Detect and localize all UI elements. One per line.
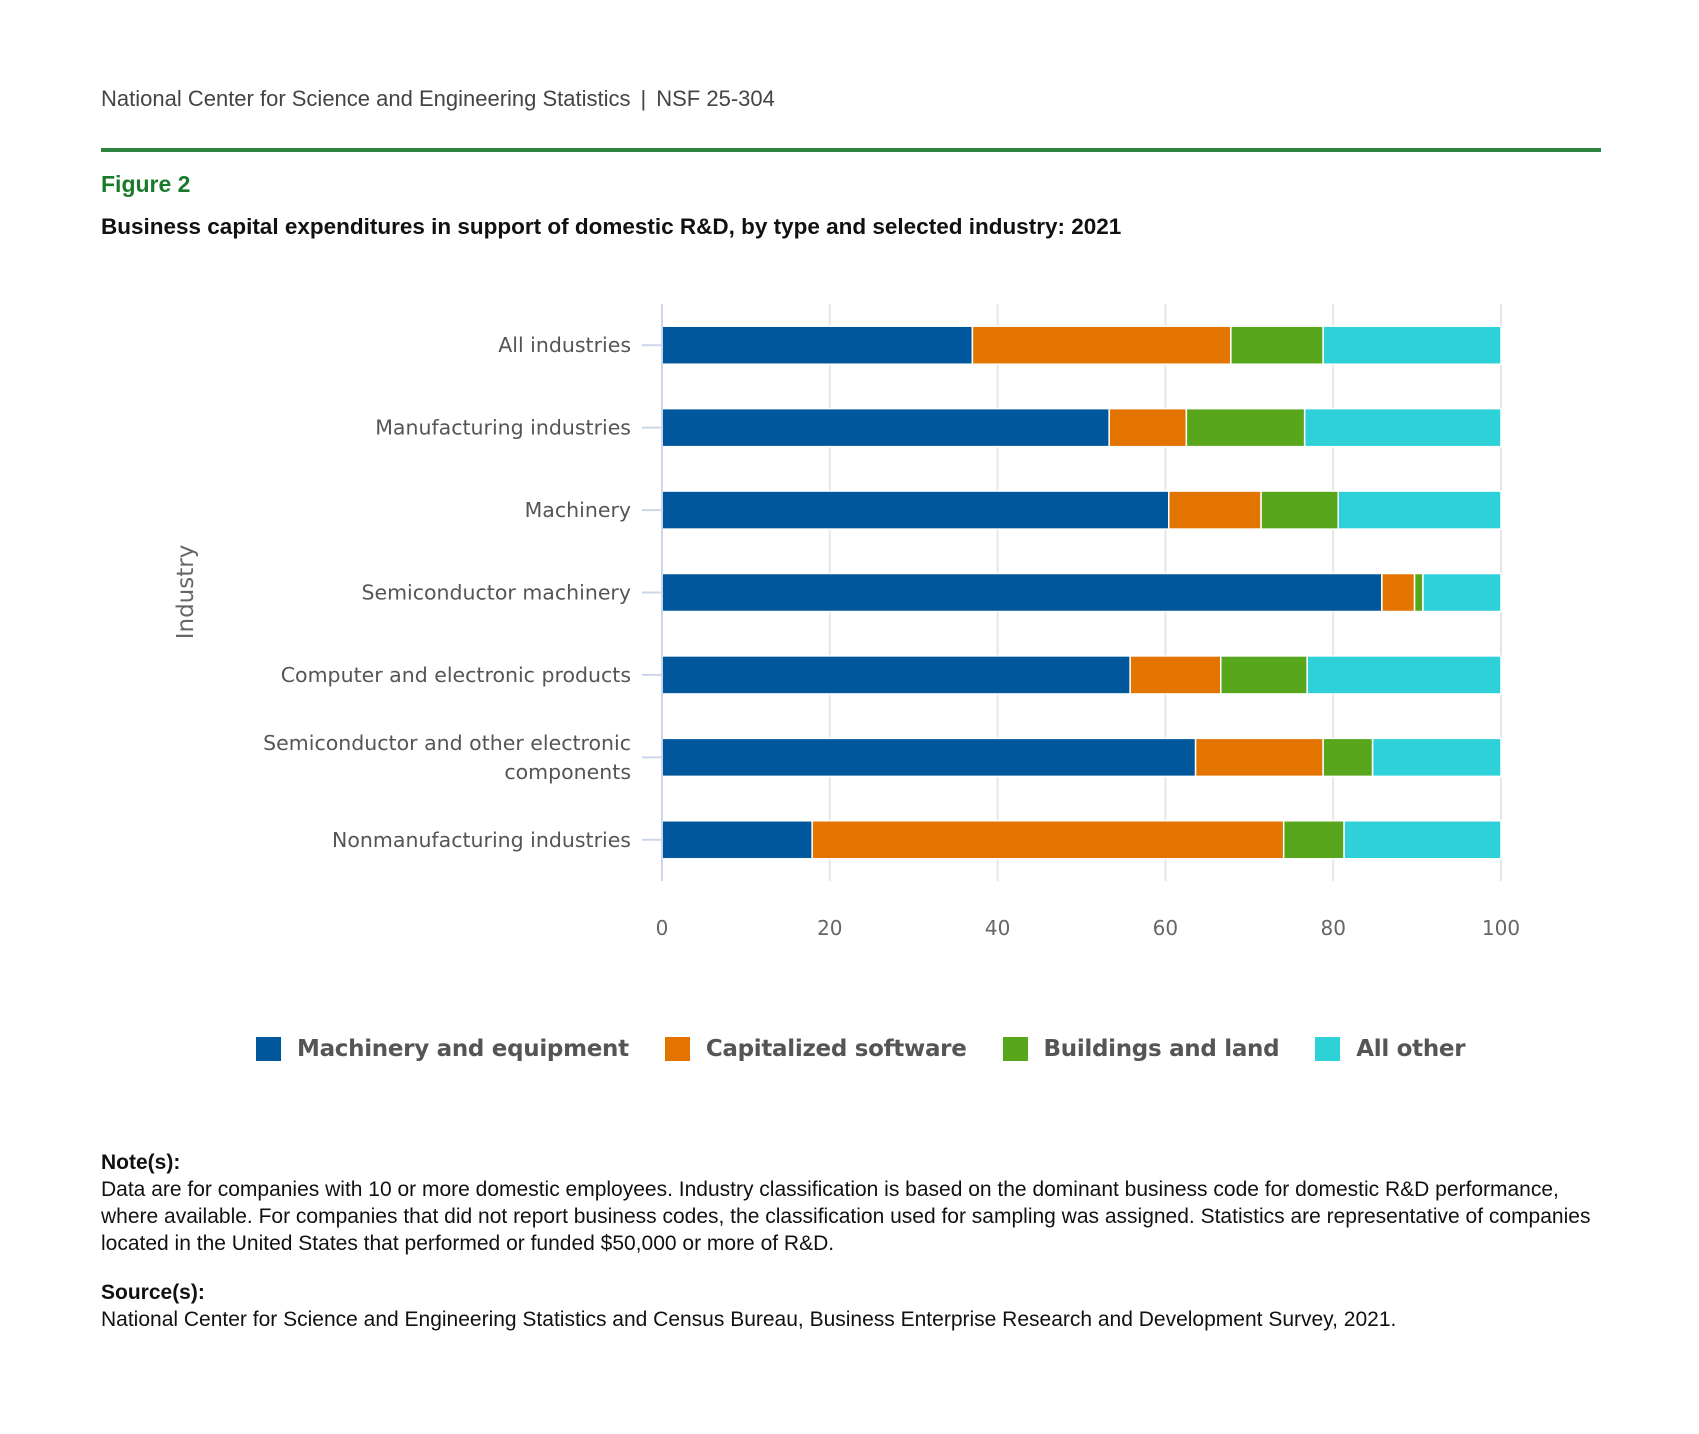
org-name: National Center for Science and Engineer… (101, 86, 631, 111)
legend-label: Machinery and equipment (297, 1036, 629, 1062)
bar-segment-all-other[interactable] (1322, 325, 1502, 365)
stacked-bar-chart: All industries Manufacturing industries Ma… (173, 304, 1520, 940)
y-category-label: Computer and electronic products (281, 663, 631, 687)
x-tick-label: 60 (1153, 916, 1178, 940)
category-label-line: All industries (498, 333, 631, 357)
legend-item-buildings-and-land[interactable]: Buildings and land (1002, 1036, 1280, 1062)
bar-segment-machinery-and-equipment[interactable] (661, 572, 1383, 613)
category-label-line: Machinery (525, 498, 631, 522)
sources-text: National Center for Science and Engineer… (101, 1308, 1397, 1331)
bar-segment-buildings-and-land[interactable] (1282, 820, 1345, 860)
notes-section: Note(s): Data are for companies with 10 … (101, 1149, 1621, 1355)
x-tick-label: 0 (656, 916, 669, 940)
bar-segment-buildings-and-land[interactable] (1220, 655, 1308, 695)
bar-segment-capitalized-software[interactable] (1194, 737, 1324, 778)
bar-segment-capitalized-software[interactable] (1381, 572, 1416, 613)
bar-segment-capitalized-software[interactable] (1168, 490, 1262, 530)
x-tick-label: 40 (985, 916, 1010, 940)
report-header: National Center for Science and Engineer… (101, 86, 775, 112)
x-tick-label: 80 (1320, 916, 1345, 940)
x-tick-label: 20 (817, 916, 842, 940)
bar-segment-machinery-and-equipment[interactable] (661, 820, 813, 860)
y-category-label: Nonmanufacturing industries (332, 828, 631, 852)
category-label-line: Semiconductor and other electronic (263, 731, 631, 755)
bar-segment-buildings-and-land[interactable] (1322, 737, 1374, 778)
legend-label: All other (1356, 1036, 1466, 1062)
bar-segment-capitalized-software[interactable] (1108, 407, 1188, 448)
y-axis: All industries Manufacturing industries Ma… (263, 304, 663, 881)
bar-segment-all-other[interactable] (1343, 820, 1502, 860)
legend-item-all-other[interactable]: All other (1315, 1036, 1466, 1062)
bar-segment-machinery-and-equipment[interactable] (661, 407, 1110, 448)
report-id: NSF 25-304 (656, 86, 775, 111)
notes-block: Note(s): Data are for companies with 10 … (101, 1149, 1621, 1257)
y-category-label: Machinery (525, 498, 631, 522)
figure-title: Business capital expenditures in support… (101, 214, 1122, 239)
legend-swatch (256, 1037, 281, 1061)
notes-heading: Note(s): (101, 1151, 181, 1174)
legend-label: Buildings and land (1043, 1036, 1280, 1062)
bar-segment-machinery-and-equipment[interactable] (661, 325, 974, 365)
bar-segment-all-other[interactable] (1337, 490, 1502, 530)
bars (661, 325, 1502, 860)
bar-segment-machinery-and-equipment[interactable] (661, 737, 1197, 778)
bar-segment-capitalized-software[interactable] (971, 325, 1232, 365)
category-label-line: Semiconductor machinery (361, 581, 631, 605)
bar-segment-all-other[interactable] (1371, 737, 1502, 778)
y-category-label: Semiconductor and other electronic compon… (263, 731, 631, 784)
bar-segment-buildings-and-land[interactable] (1230, 325, 1324, 365)
header-separator: | (640, 86, 647, 111)
header-rule (101, 148, 1601, 152)
bar-segment-all-other[interactable] (1306, 655, 1502, 695)
category-label-line: components (504, 760, 631, 784)
bar-segment-buildings-and-land[interactable] (1185, 407, 1306, 448)
legend-label: Capitalized software (705, 1036, 967, 1062)
y-category-label: Manufacturing industries (375, 416, 631, 440)
bar-segment-machinery-and-equipment[interactable] (661, 655, 1131, 695)
y-category-label: Semiconductor machinery (361, 581, 631, 605)
bar-segment-machinery-and-equipment[interactable] (661, 490, 1170, 530)
bar-segment-capitalized-software[interactable] (1129, 655, 1222, 695)
y-category-label: All industries (498, 333, 631, 357)
notes-text: Data are for companies with 10 or more d… (101, 1178, 1591, 1255)
legend-swatch (1002, 1037, 1028, 1061)
legend-item-capitalized-software[interactable]: Capitalized software (664, 1036, 967, 1062)
x-tick-label: 100 (1482, 916, 1520, 940)
bar-segment-buildings-and-land[interactable] (1260, 490, 1339, 530)
legend-swatch (664, 1037, 690, 1061)
category-label-line: Manufacturing industries (375, 416, 631, 440)
y-axis-title: Industry (173, 545, 199, 640)
x-axis: 0 20 40 60 80 100 (656, 916, 1520, 940)
figure-label: Figure 2 (101, 171, 191, 197)
bar-segment-capitalized-software[interactable] (811, 820, 1285, 860)
legend-swatch (1315, 1037, 1341, 1061)
bar-segment-buildings-and-land[interactable] (1413, 572, 1424, 613)
bar-segment-all-other[interactable] (1303, 407, 1502, 448)
category-label-line: Nonmanufacturing industries (332, 828, 631, 852)
sources-heading: Source(s): (101, 1281, 205, 1304)
legend: Machinery and equipment Capitalized softw… (256, 1036, 1501, 1062)
legend-item-machinery-and-equipment[interactable]: Machinery and equipment (256, 1036, 629, 1062)
bar-segment-all-other[interactable] (1422, 572, 1502, 613)
category-label-line: Computer and electronic products (281, 663, 631, 687)
sources-block: Source(s): National Center for Science a… (101, 1279, 1621, 1333)
